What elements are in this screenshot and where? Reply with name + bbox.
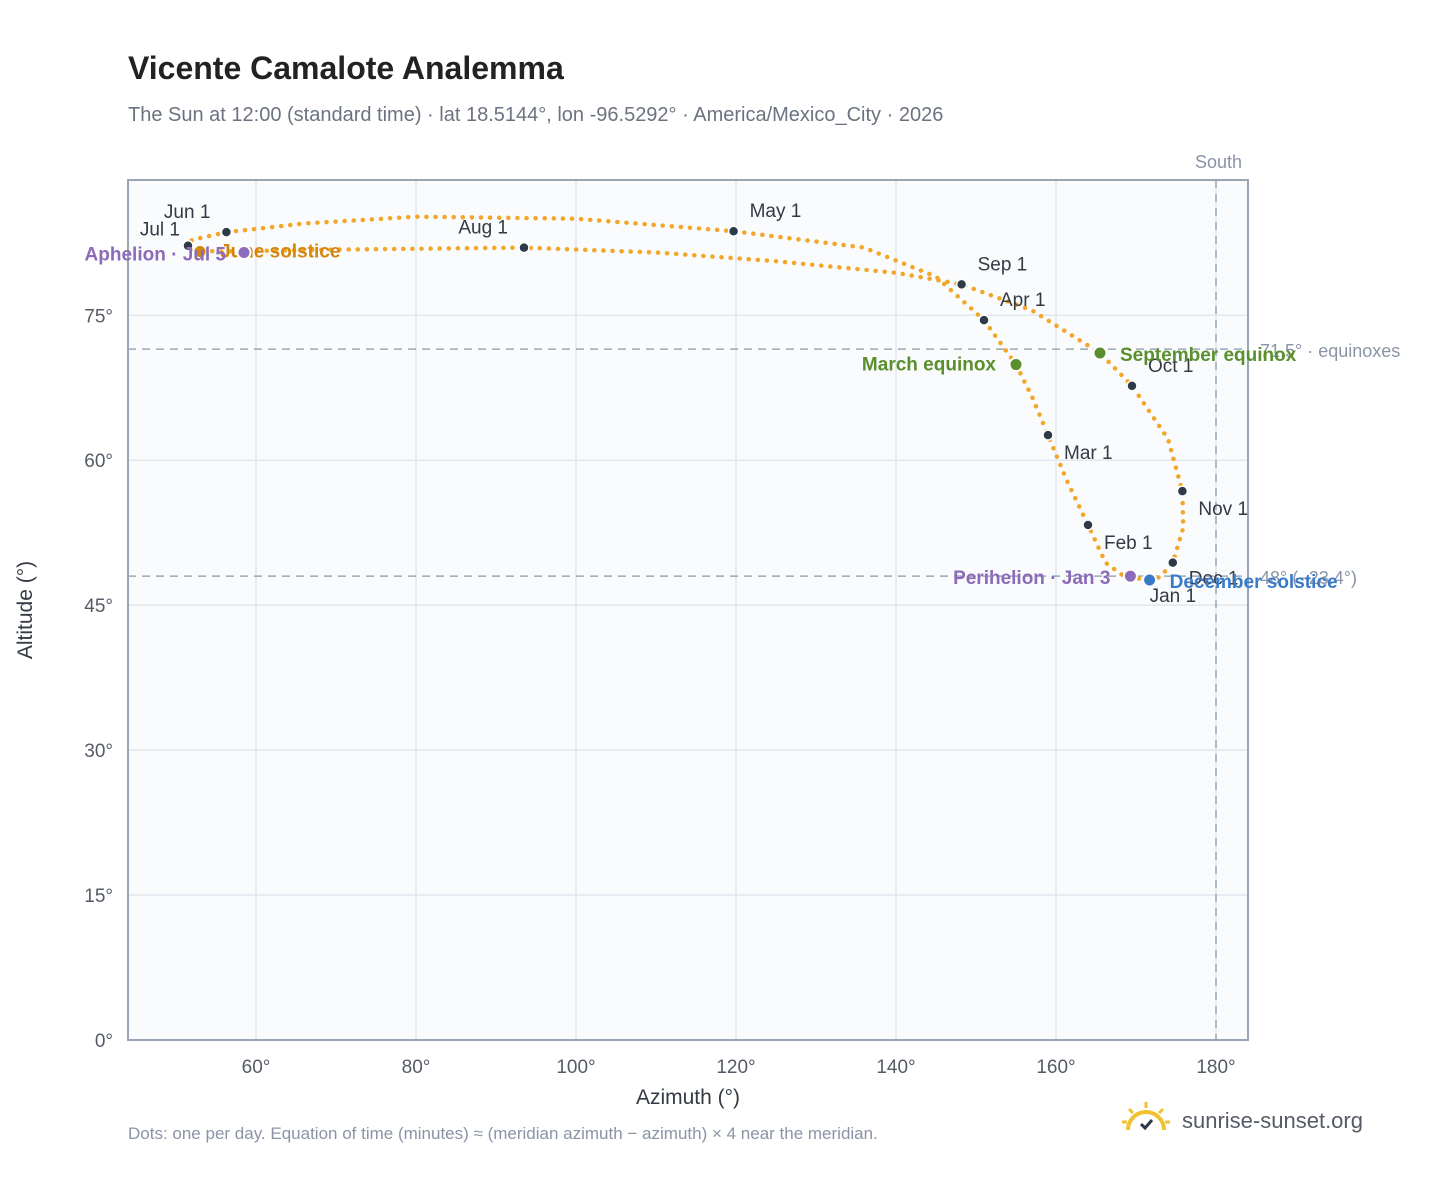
month-marker xyxy=(1167,556,1179,569)
month-label: Jan 1 xyxy=(1150,586,1196,607)
month-marker xyxy=(182,239,194,252)
reference-line-label: 48° (−23.4°) xyxy=(1260,568,1357,588)
month-marker xyxy=(955,278,968,291)
y-tick-label: 0° xyxy=(95,1031,113,1052)
month-marker xyxy=(727,225,740,237)
event-label: Perihelion · Jan 3 xyxy=(953,568,1110,589)
month-marker xyxy=(978,314,990,326)
month-label: Jul 1 xyxy=(140,220,180,241)
month-marker xyxy=(518,241,530,254)
y-axis-label: Altitude (°) xyxy=(14,561,37,659)
event-marker xyxy=(236,244,252,260)
month-label: Sep 1 xyxy=(978,254,1028,275)
reference-line-label: 71.5° · equinoxes xyxy=(1260,341,1400,361)
brand-name: sunrise-sunset.org xyxy=(1182,1107,1363,1133)
x-tick-label: 100° xyxy=(556,1057,595,1078)
plot-frame xyxy=(127,179,1249,1041)
month-label: May 1 xyxy=(750,201,802,222)
month-label: Aug 1 xyxy=(458,218,508,239)
event-label: December solstice xyxy=(1170,572,1338,593)
x-tick-label: 140° xyxy=(876,1057,915,1078)
x-tick-label: 180° xyxy=(1196,1057,1235,1078)
month-marker xyxy=(220,226,233,238)
month-marker xyxy=(1042,429,1054,441)
month-label: Oct 1 xyxy=(1148,356,1193,377)
event-label: Aphelion · Jul 5 xyxy=(85,244,227,265)
event-label: September equinox xyxy=(1120,345,1297,366)
x-axis-label: Azimuth (°) xyxy=(636,1086,740,1109)
month-label: Jun 1 xyxy=(164,202,210,223)
brand[interactable]: sunrise-sunset.org xyxy=(1120,1100,1363,1141)
x-tick-label: 120° xyxy=(716,1057,755,1078)
plot-area xyxy=(128,180,1248,1040)
x-tick-label: 80° xyxy=(402,1057,431,1078)
y-tick-label: 30° xyxy=(84,741,113,762)
month-marker xyxy=(1082,519,1094,531)
month-label: Nov 1 xyxy=(1198,499,1248,520)
x-tick-label: 160° xyxy=(1036,1057,1075,1078)
event-marker xyxy=(1142,572,1158,588)
month-label: Mar 1 xyxy=(1064,443,1113,464)
month-label: Apr 1 xyxy=(1000,290,1045,311)
event-marker xyxy=(1008,357,1024,373)
meridian-label: South xyxy=(1195,152,1242,172)
month-marker xyxy=(1126,380,1138,392)
event-label: June solstice xyxy=(220,242,340,263)
event-marker xyxy=(1122,568,1138,584)
y-tick-label: 60° xyxy=(84,451,113,472)
sun-check-icon xyxy=(1120,1100,1172,1141)
chart-title: Vicente Camalote Analemma xyxy=(128,50,564,86)
y-tick-label: 75° xyxy=(84,306,113,327)
month-label: Dec 1 xyxy=(1189,569,1239,590)
event-label: March equinox xyxy=(862,355,997,376)
y-tick-label: 15° xyxy=(84,886,113,907)
chart-subtitle: The Sun at 12:00 (standard time) · lat 1… xyxy=(128,104,944,126)
event-marker xyxy=(1092,345,1108,361)
month-label: Feb 1 xyxy=(1104,533,1153,554)
y-tick-label: 45° xyxy=(84,596,113,617)
x-tick-label: 60° xyxy=(242,1057,271,1078)
footnote: Dots: one per day. Equation of time (min… xyxy=(128,1124,878,1143)
month-marker xyxy=(1176,485,1189,497)
event-marker xyxy=(192,244,208,260)
